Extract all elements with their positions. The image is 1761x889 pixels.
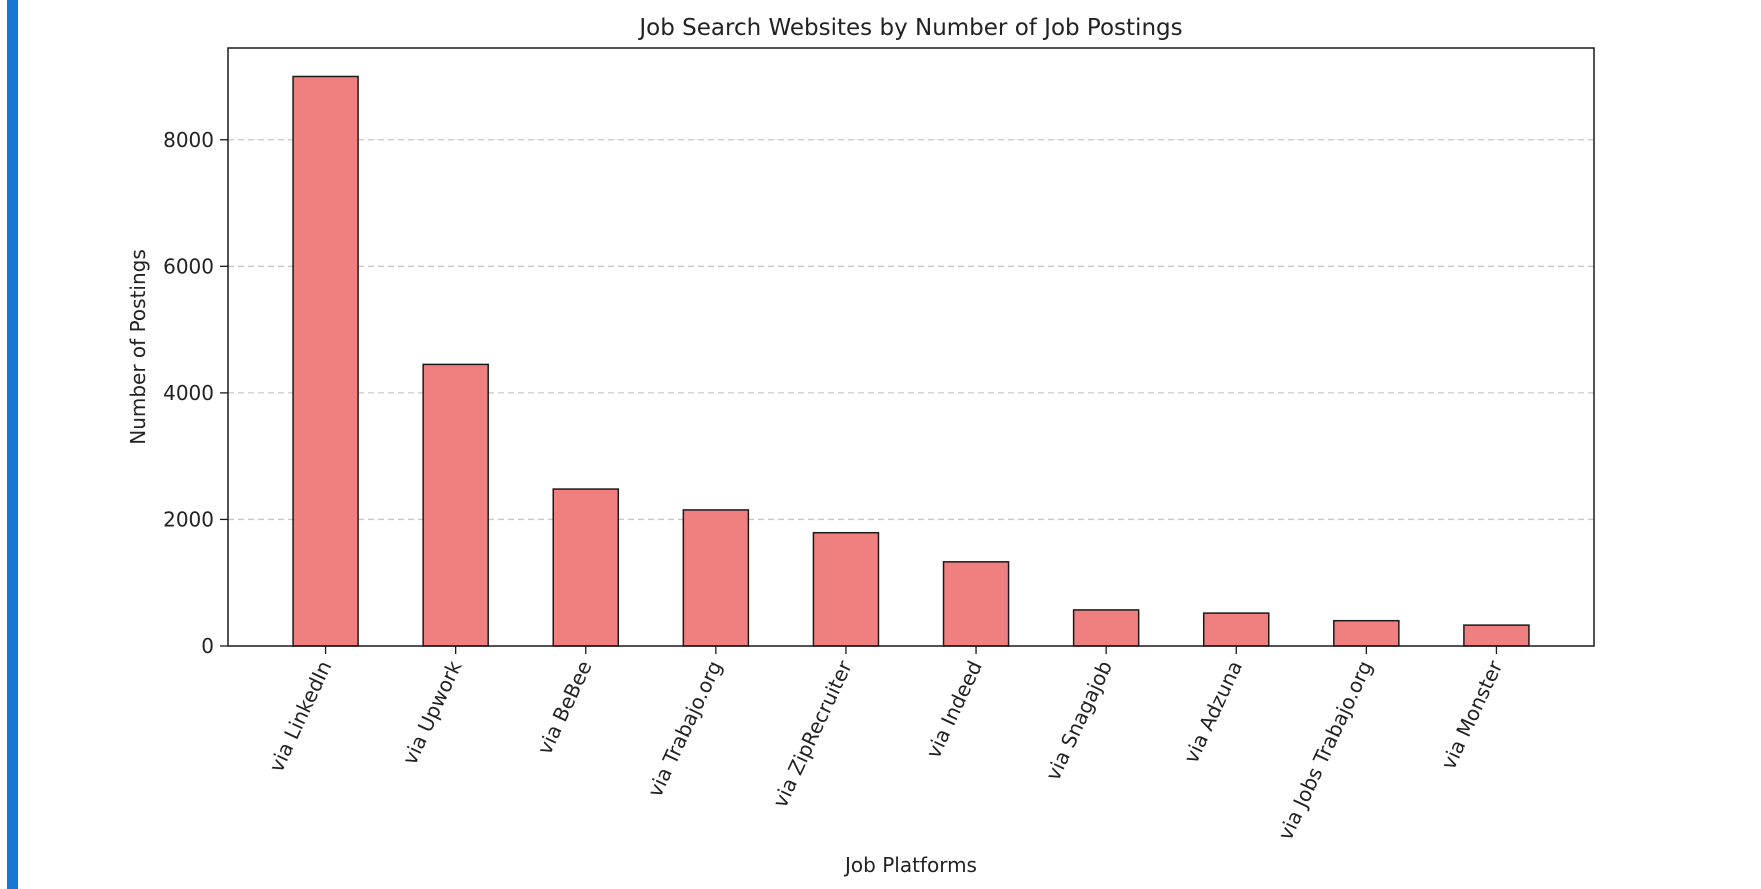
x-tick-label: via LinkedIn <box>264 657 336 776</box>
left-accent-bar <box>7 0 18 889</box>
x-tick-label: via Monster <box>1436 656 1508 773</box>
x-axis-label: Job Platforms <box>843 853 977 877</box>
y-tick-label: 4000 <box>163 381 214 405</box>
bar-8 <box>1202 612 1270 647</box>
bar-4 <box>682 509 750 647</box>
y-tick-label: 0 <box>201 634 214 658</box>
bar-9 <box>1333 619 1400 647</box>
x-tick-label: via Upwork <box>398 657 467 769</box>
bar-10 <box>1463 624 1530 647</box>
x-tick-label: via Trabajo.org <box>643 657 727 801</box>
bar-5 <box>812 531 880 647</box>
bar-3 <box>552 488 620 647</box>
bar-2 <box>422 363 489 647</box>
bar-7 <box>1072 609 1140 647</box>
y-tick-label: 8000 <box>163 128 214 152</box>
x-tick-label: via Indeed <box>921 657 987 762</box>
x-tick-label: via Jobs Trabajo.org <box>1273 657 1377 844</box>
y-tick-label: 2000 <box>163 507 214 531</box>
bars <box>292 75 1530 647</box>
plot-frame <box>227 47 1595 647</box>
bar-6 <box>942 561 1010 647</box>
x-axis-ticks: via LinkedIn via Upwork via BeBee via Traba… <box>264 646 1508 844</box>
bar-1 <box>292 75 359 647</box>
x-tick-label: via Snagajob <box>1041 657 1117 784</box>
y-axis-label: Number of Postings <box>126 249 150 445</box>
x-tick-label: via ZipRecruiter <box>768 656 857 811</box>
y-axis-ticks: 0 2000 4000 6000 8000 <box>163 128 228 658</box>
y-tick-label: 6000 <box>163 254 214 278</box>
x-tick-label: via Adzuna <box>1179 657 1247 767</box>
chart-title: Job Search Websites by Number of Job Pos… <box>637 15 1182 41</box>
gridlines <box>228 139 1594 521</box>
x-tick-label: via BeBee <box>532 657 596 758</box>
